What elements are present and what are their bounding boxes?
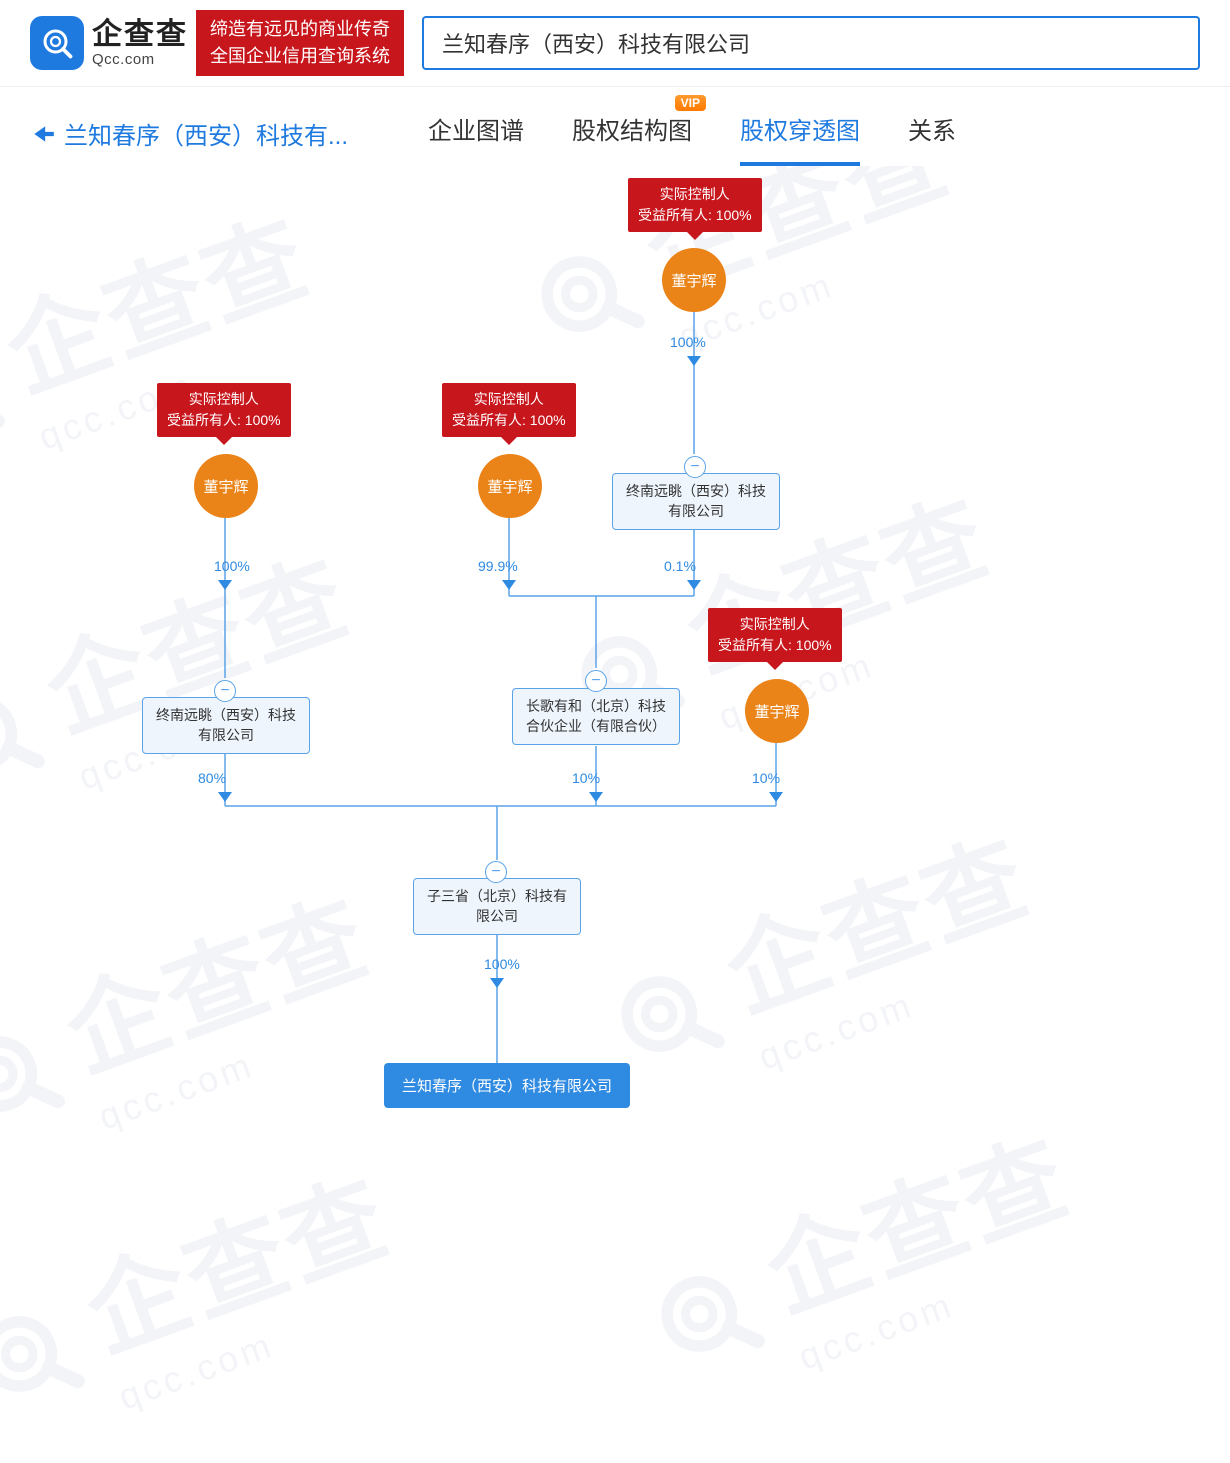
tabs-row: 兰知春序（西安）科技有... 企业图谱股权结构图VIP 股权穿透图关系 [0, 87, 1230, 166]
target-company-node[interactable]: 兰知春序（西安）科技有限公司 [384, 1063, 630, 1108]
person-node[interactable]: 董宇辉 [194, 454, 258, 518]
ownership-percent: 10% [752, 770, 780, 786]
collapse-icon[interactable]: − [585, 670, 607, 692]
watermark: 企查查qcc.com [0, 856, 401, 1183]
header: 企查查 Qcc.com 缔造有远见的商业传奇 全国企业信用查询系统 兰知春序（西… [0, 0, 1230, 87]
tab-1[interactable]: 股权结构图VIP [572, 101, 692, 166]
watermark: 企查查qcc.com [621, 1096, 1100, 1423]
tab-3[interactable]: 关系 [908, 101, 956, 166]
search-input[interactable]: 兰知春序（西安）科技有限公司 [422, 16, 1200, 70]
company-node[interactable]: 终南远眺（西安）科技有限公司 [612, 473, 780, 530]
back-link[interactable]: 兰知春序（西安）科技有... [30, 116, 348, 151]
logo[interactable]: 企查查 Qcc.com [30, 16, 188, 70]
person-node[interactable]: 董宇辉 [478, 454, 542, 518]
ownership-percent: 100% [214, 558, 250, 574]
tab-2[interactable]: 股权穿透图 [740, 101, 860, 166]
watermark: 企查查qcc.com [581, 796, 1060, 1123]
controller-label: 实际控制人受益所有人: 100% [708, 608, 842, 662]
ownership-percent: 100% [484, 956, 520, 972]
company-node[interactable]: 长歌有和（北京）科技合伙企业（有限合伙） [512, 688, 680, 745]
watermark: 企查查qcc.com [0, 1136, 421, 1463]
watermark: 企查查qcc.com [0, 516, 381, 843]
collapse-icon[interactable]: − [485, 861, 507, 883]
ownership-percent: 0.1% [664, 558, 696, 574]
tab-0[interactable]: 企业图谱 [428, 101, 524, 166]
company-node[interactable]: 终南远眺（西安）科技有限公司 [142, 697, 310, 754]
watermark: 企查查qcc.com [0, 176, 341, 503]
controller-label: 实际控制人受益所有人: 100% [628, 178, 762, 232]
logo-text: 企查查 Qcc.com [92, 20, 188, 67]
back-arrow-icon [30, 121, 56, 147]
person-node[interactable]: 董宇辉 [745, 679, 809, 743]
collapse-icon[interactable]: − [684, 456, 706, 478]
ownership-percent: 99.9% [478, 558, 518, 574]
vip-badge: VIP [675, 95, 706, 111]
banner: 缔造有远见的商业传奇 全国企业信用查询系统 [196, 10, 404, 76]
diagram-canvas: 企查查qcc.com企查查qcc.com企查查qcc.com企查查qcc.com… [0, 166, 1230, 1326]
logo-icon [30, 16, 84, 70]
company-node[interactable]: 子三省（北京）科技有限公司 [413, 878, 581, 935]
ownership-percent: 100% [670, 334, 706, 350]
collapse-icon[interactable]: − [214, 680, 236, 702]
controller-label: 实际控制人受益所有人: 100% [442, 383, 576, 437]
ownership-percent: 10% [572, 770, 600, 786]
person-node[interactable]: 董宇辉 [662, 248, 726, 312]
ownership-percent: 80% [198, 770, 226, 786]
controller-label: 实际控制人受益所有人: 100% [157, 383, 291, 437]
